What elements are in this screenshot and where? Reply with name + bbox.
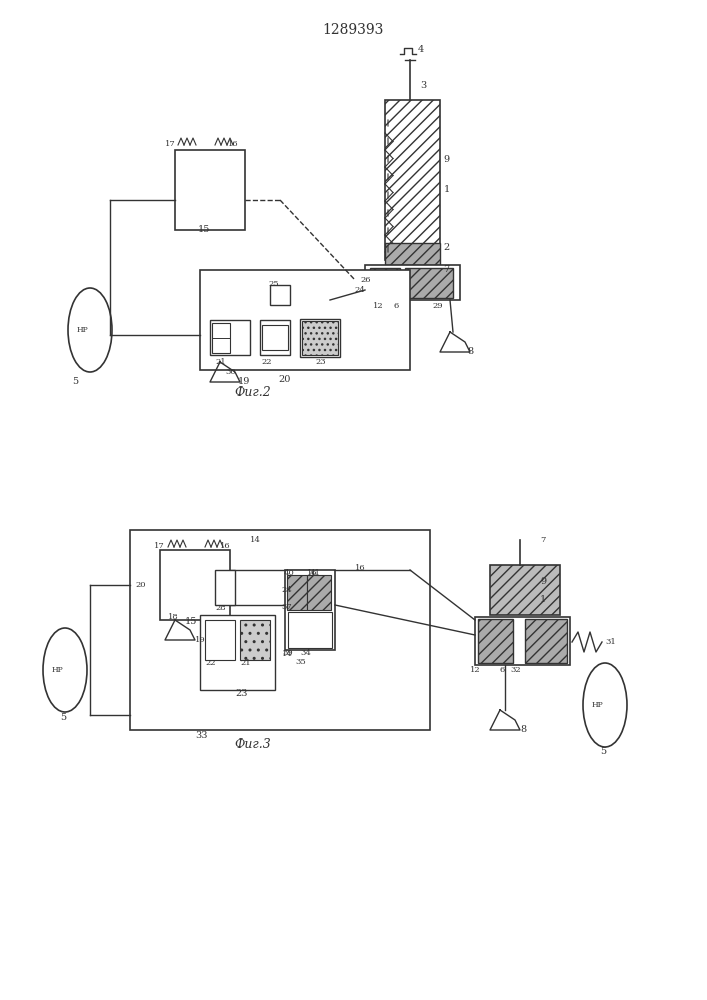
- Text: 1: 1: [540, 595, 547, 604]
- Text: 33: 33: [195, 730, 207, 740]
- Text: 30: 30: [225, 368, 235, 376]
- Bar: [262, 325, 288, 350]
- Bar: [525, 619, 567, 663]
- Text: Фиг.3: Фиг.3: [235, 738, 271, 752]
- Text: 4: 4: [418, 45, 424, 54]
- Text: 8: 8: [467, 348, 473, 357]
- Bar: [200, 270, 410, 370]
- Bar: [288, 612, 332, 648]
- Bar: [205, 620, 235, 660]
- Text: 40: 40: [284, 569, 295, 577]
- Text: 34: 34: [300, 649, 311, 657]
- Text: 21: 21: [215, 358, 226, 366]
- Text: 16: 16: [228, 140, 239, 148]
- Text: 16: 16: [220, 542, 230, 550]
- Text: 31: 31: [605, 638, 616, 646]
- Bar: [300, 319, 340, 357]
- Text: 14: 14: [282, 650, 293, 658]
- Ellipse shape: [583, 663, 627, 747]
- Bar: [405, 268, 453, 298]
- Text: 12: 12: [470, 666, 481, 674]
- Text: 5: 5: [72, 377, 78, 386]
- Text: HP: HP: [76, 326, 88, 334]
- Text: 19: 19: [238, 377, 250, 386]
- Text: 9: 9: [443, 155, 449, 164]
- Text: HP: HP: [51, 666, 63, 674]
- Bar: [370, 268, 400, 298]
- Text: 26: 26: [360, 276, 370, 284]
- Text: 15: 15: [185, 617, 197, 626]
- Text: 21: 21: [240, 659, 250, 667]
- Text: 2: 2: [443, 243, 449, 252]
- Bar: [385, 100, 440, 260]
- Text: 3: 3: [420, 81, 426, 90]
- Bar: [175, 150, 245, 230]
- Text: 28: 28: [215, 604, 226, 612]
- Text: 17: 17: [154, 542, 165, 550]
- Text: 15: 15: [198, 226, 211, 234]
- Bar: [160, 550, 230, 620]
- Text: 29: 29: [432, 302, 443, 310]
- Polygon shape: [272, 285, 288, 300]
- Bar: [212, 323, 230, 353]
- Text: HP: HP: [591, 701, 603, 709]
- Text: 8: 8: [520, 726, 526, 734]
- Text: 37: 37: [281, 603, 292, 611]
- Text: 17: 17: [165, 140, 176, 148]
- Text: 23: 23: [235, 688, 247, 698]
- Text: 16: 16: [307, 569, 317, 577]
- Bar: [260, 320, 290, 355]
- Bar: [270, 285, 290, 305]
- Text: 24: 24: [281, 586, 292, 594]
- Text: 18: 18: [168, 613, 179, 621]
- Bar: [240, 620, 270, 660]
- Ellipse shape: [68, 288, 112, 372]
- Text: 20: 20: [278, 375, 291, 384]
- Text: 39: 39: [282, 649, 293, 657]
- Text: 1: 1: [444, 186, 450, 194]
- Text: 12: 12: [373, 302, 384, 310]
- Bar: [200, 615, 275, 690]
- Bar: [285, 570, 335, 650]
- Text: 14: 14: [250, 536, 261, 544]
- Ellipse shape: [43, 628, 87, 712]
- Text: 6: 6: [394, 302, 399, 310]
- Text: 22: 22: [205, 659, 216, 667]
- Text: 7: 7: [443, 265, 449, 274]
- Text: 24: 24: [354, 286, 365, 294]
- Bar: [302, 321, 338, 355]
- Text: 41: 41: [310, 569, 321, 577]
- Bar: [478, 619, 513, 663]
- Text: 9: 9: [540, 578, 546, 586]
- Text: 6: 6: [500, 666, 506, 674]
- Text: 20: 20: [135, 581, 146, 589]
- Text: 7: 7: [540, 536, 545, 544]
- Bar: [475, 617, 570, 665]
- Text: Фиг.2: Фиг.2: [235, 385, 271, 398]
- Text: 32: 32: [510, 666, 520, 674]
- Text: 35: 35: [295, 658, 305, 666]
- Bar: [287, 575, 307, 610]
- Text: 1289393: 1289393: [322, 23, 384, 37]
- Text: 5: 5: [60, 712, 66, 722]
- Text: 19: 19: [195, 636, 206, 644]
- Bar: [215, 570, 235, 605]
- Text: 16: 16: [355, 564, 366, 572]
- Text: 5: 5: [600, 748, 606, 756]
- Bar: [130, 530, 430, 730]
- Bar: [490, 565, 560, 615]
- Bar: [385, 243, 440, 265]
- Bar: [307, 575, 331, 610]
- Bar: [210, 320, 250, 355]
- Bar: [365, 265, 460, 300]
- Text: 25: 25: [268, 280, 279, 288]
- Text: 22: 22: [261, 358, 271, 366]
- Ellipse shape: [408, 273, 428, 293]
- Text: 23: 23: [315, 358, 326, 366]
